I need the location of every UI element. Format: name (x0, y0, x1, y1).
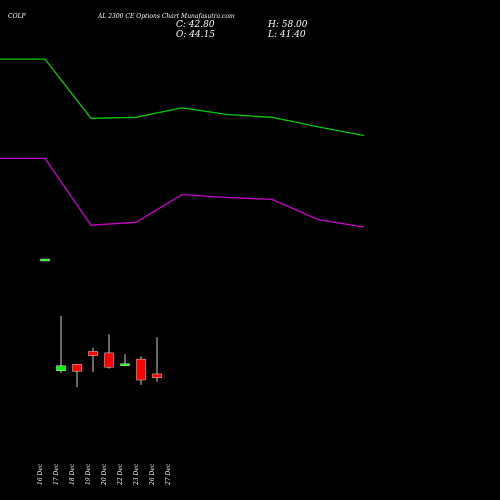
candle-20-dec (88, 347, 98, 372)
chart-symbol: COLP (8, 13, 26, 20)
x-tick-label: 23 Dec (133, 463, 140, 486)
x-tick-label: 27 Dec (165, 463, 172, 486)
candle-22-dec (104, 334, 114, 369)
line-series-2 (0, 157, 365, 228)
candle-body (72, 364, 82, 372)
candle-27-dec (152, 337, 162, 382)
x-tick-label: 20 Dec (101, 463, 108, 486)
candle-body (104, 352, 114, 368)
candle-23-dec (120, 354, 130, 367)
candle-body (136, 358, 146, 381)
close-value: C: 42.80 (176, 20, 215, 30)
candle-19-dec (72, 364, 82, 388)
high-value: H: 58.00 (267, 20, 308, 30)
x-tick-label: 17 Dec (53, 463, 60, 485)
moving-average-lines (0, 58, 365, 228)
candlestick-series (40, 258, 162, 388)
candle-18-dec (56, 315, 66, 373)
open-value: O: 44.15 (176, 30, 215, 40)
x-tick-label: 16 Dec (37, 463, 44, 485)
x-tick-label: 19 Dec (85, 463, 92, 485)
x-tick-label: 26 Dec (149, 463, 156, 486)
x-tick-label: 18 Dec (69, 463, 76, 485)
x-axis-tick-labels: 16 Dec 17 Dec 18 Dec 19 Dec 20 Dec 22 Dec 23 D… (37, 463, 172, 486)
candle-body (120, 363, 130, 366)
x-tick-label: 22 Dec (117, 463, 124, 486)
candle-body (56, 365, 66, 372)
candle-body (40, 258, 50, 262)
line-series-1 (0, 58, 365, 137)
candle-16-dec (40, 258, 50, 262)
candle-body (152, 373, 162, 378)
candle-body (88, 351, 98, 356)
low-value: L: 41.40 (267, 30, 306, 40)
chart-title: AL 2300 CE Options Chart Munafasutra.com (97, 13, 235, 20)
candle-26-dec (136, 356, 146, 385)
